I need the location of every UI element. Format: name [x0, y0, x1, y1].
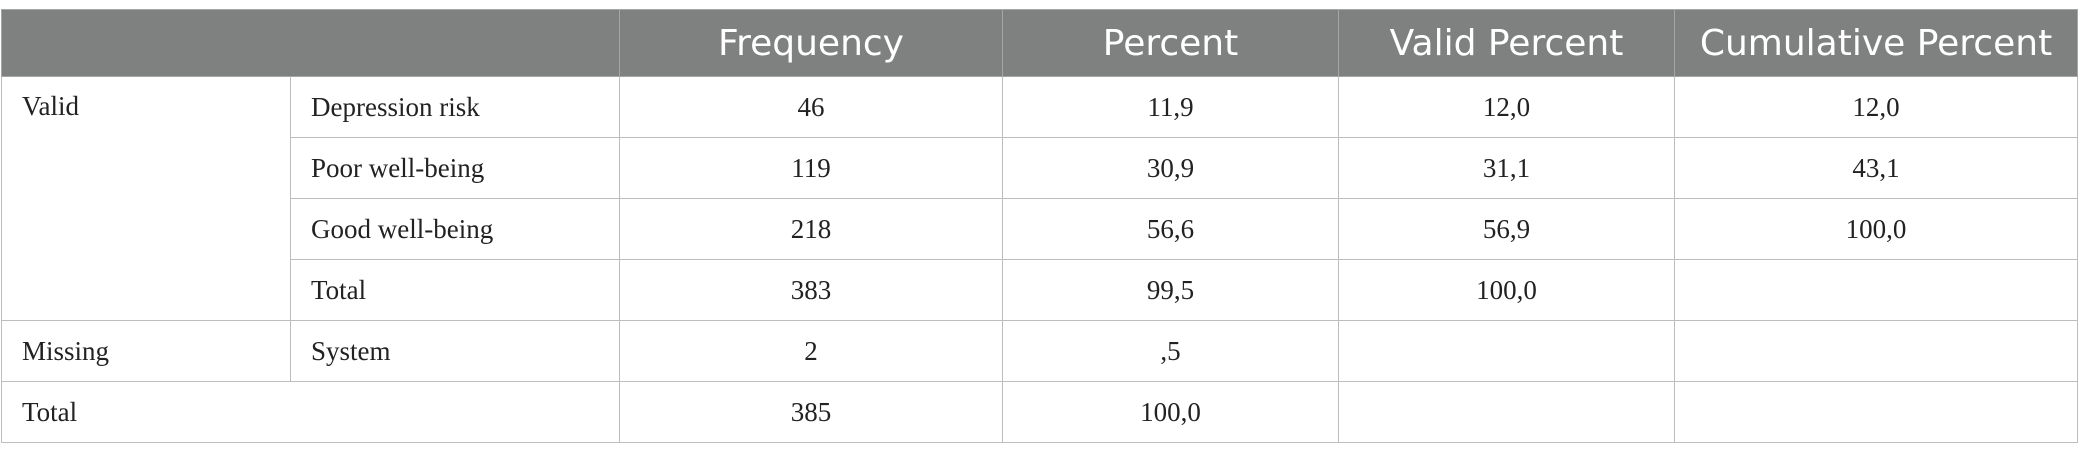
table-row: Good well-being 218 56,6 56,9 100,0: [2, 198, 2078, 260]
frequency-cell: 385: [619, 381, 1003, 443]
valid-percent-cell: [1338, 381, 1675, 443]
table-row: Poor well-being 119 30,9 31,1 43,1: [2, 137, 2078, 199]
table-row: Total 383 99,5 100,0: [2, 259, 2078, 321]
table-header-row: Frequency Percent Valid Percent Cumulati…: [1, 9, 2078, 77]
table-row: Total 385 100,0: [1, 381, 2078, 443]
header-frequency: Frequency: [619, 9, 1003, 77]
frequency-cell: 383: [619, 259, 1003, 321]
frequency-cell: 119: [619, 137, 1003, 199]
frequency-cell: 46: [619, 76, 1003, 138]
percent-cell: 56,6: [1002, 198, 1339, 260]
row-label: Good well-being: [290, 198, 620, 260]
cumulative-percent-cell: 12,0: [1674, 76, 2078, 138]
percent-cell: 100,0: [1002, 381, 1339, 443]
row-label: Total: [290, 259, 620, 321]
group-label-total: Total: [1, 381, 620, 443]
cumulative-percent-cell: 43,1: [1674, 137, 2078, 199]
percent-cell: 99,5: [1002, 259, 1339, 321]
percent-cell: 11,9: [1002, 76, 1339, 138]
table-row: Valid Depression risk 46 11,9 12,0 12,0: [1, 76, 2078, 321]
cumulative-percent-cell: 100,0: [1674, 198, 2078, 260]
valid-percent-cell: 12,0: [1338, 76, 1675, 138]
frequency-cell: 218: [619, 198, 1003, 260]
valid-percent-cell: [1338, 320, 1675, 382]
header-corner-cell: [1, 9, 620, 77]
row-label: Poor well-being: [290, 137, 620, 199]
frequency-cell: 2: [619, 320, 1003, 382]
cumulative-percent-cell: [1674, 320, 2078, 382]
percent-cell: 30,9: [1002, 137, 1339, 199]
valid-percent-cell: 31,1: [1338, 137, 1675, 199]
table-row: Missing System 2 ,5: [1, 320, 2078, 382]
header-cumulative-percent: Cumulative Percent: [1674, 9, 2078, 77]
cumulative-percent-cell: [1674, 381, 2078, 443]
percent-cell: ,5: [1002, 320, 1339, 382]
group-label-valid: Valid: [1, 76, 291, 321]
group-label-missing: Missing: [1, 320, 291, 382]
row-label: System: [290, 320, 620, 382]
valid-percent-cell: 100,0: [1338, 259, 1675, 321]
valid-percent-cell: 56,9: [1338, 198, 1675, 260]
header-percent: Percent: [1002, 9, 1339, 77]
frequency-table: Frequency Percent Valid Percent Cumulati…: [1, 9, 2078, 443]
cumulative-percent-cell: [1674, 259, 2078, 321]
row-label: Depression risk: [290, 76, 620, 138]
header-valid-percent: Valid Percent: [1338, 9, 1675, 77]
